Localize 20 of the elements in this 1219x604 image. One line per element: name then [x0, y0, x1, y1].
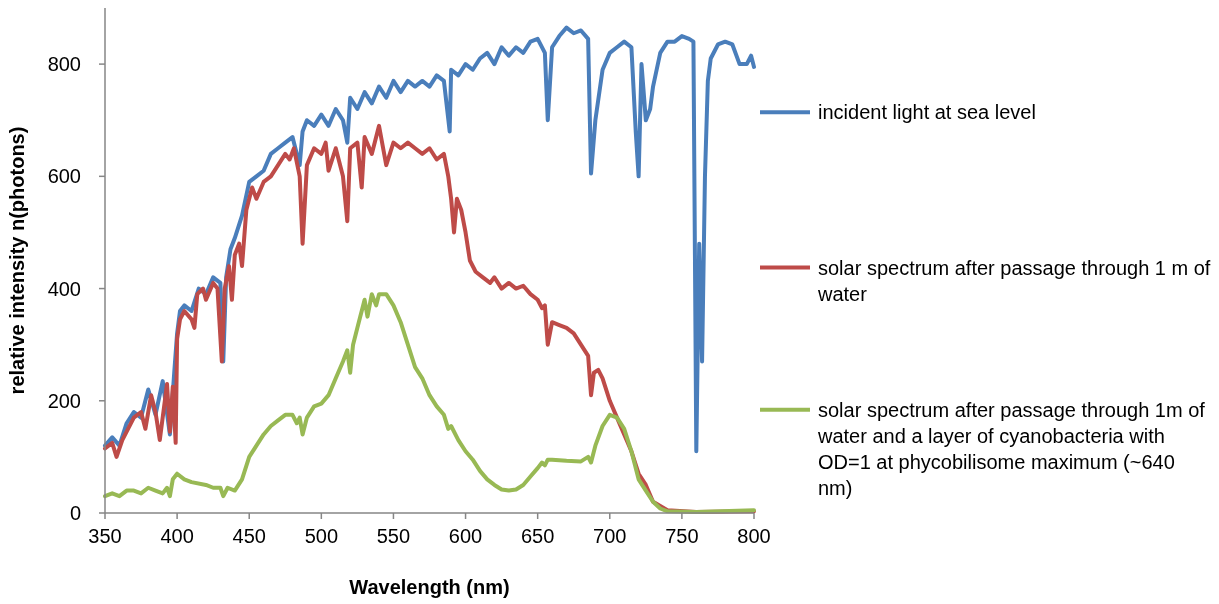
legend-label: solar spectrum after passage through 1 m of water — [817, 256, 1211, 305]
x-tick-label: 700 — [593, 525, 627, 547]
legend-label: incident light at sea level — [818, 101, 1036, 124]
x-tick-label: 350 — [88, 525, 122, 547]
legend-label: solar spectrum after passage through 1m of water and a layer of cyanobacteria with OD=1 at phycobilisome maximum (~640 nm) — [817, 398, 1206, 499]
y-tick-label: 200 — [47, 389, 81, 412]
y-tick-label: 400 — [47, 277, 81, 300]
y-axis-title: relative intensity n(photons) — [6, 126, 28, 395]
x-tick-label: 600 — [448, 525, 483, 547]
x-axis-title: Wavelength (nm) — [349, 576, 510, 598]
y-tick-label: 0 — [69, 502, 81, 524]
x-tick-label: 650 — [520, 525, 555, 547]
x-tick-label: 550 — [376, 525, 411, 547]
x-tick-label: 400 — [160, 525, 194, 547]
y-tick-label: 800 — [47, 53, 81, 76]
x-tick-label: 800 — [737, 525, 771, 547]
y-tick-label: 600 — [47, 165, 81, 188]
x-tick-label: 450 — [232, 525, 266, 547]
x-tick-label: 500 — [304, 525, 339, 547]
x-tick-label: 750 — [665, 525, 699, 547]
